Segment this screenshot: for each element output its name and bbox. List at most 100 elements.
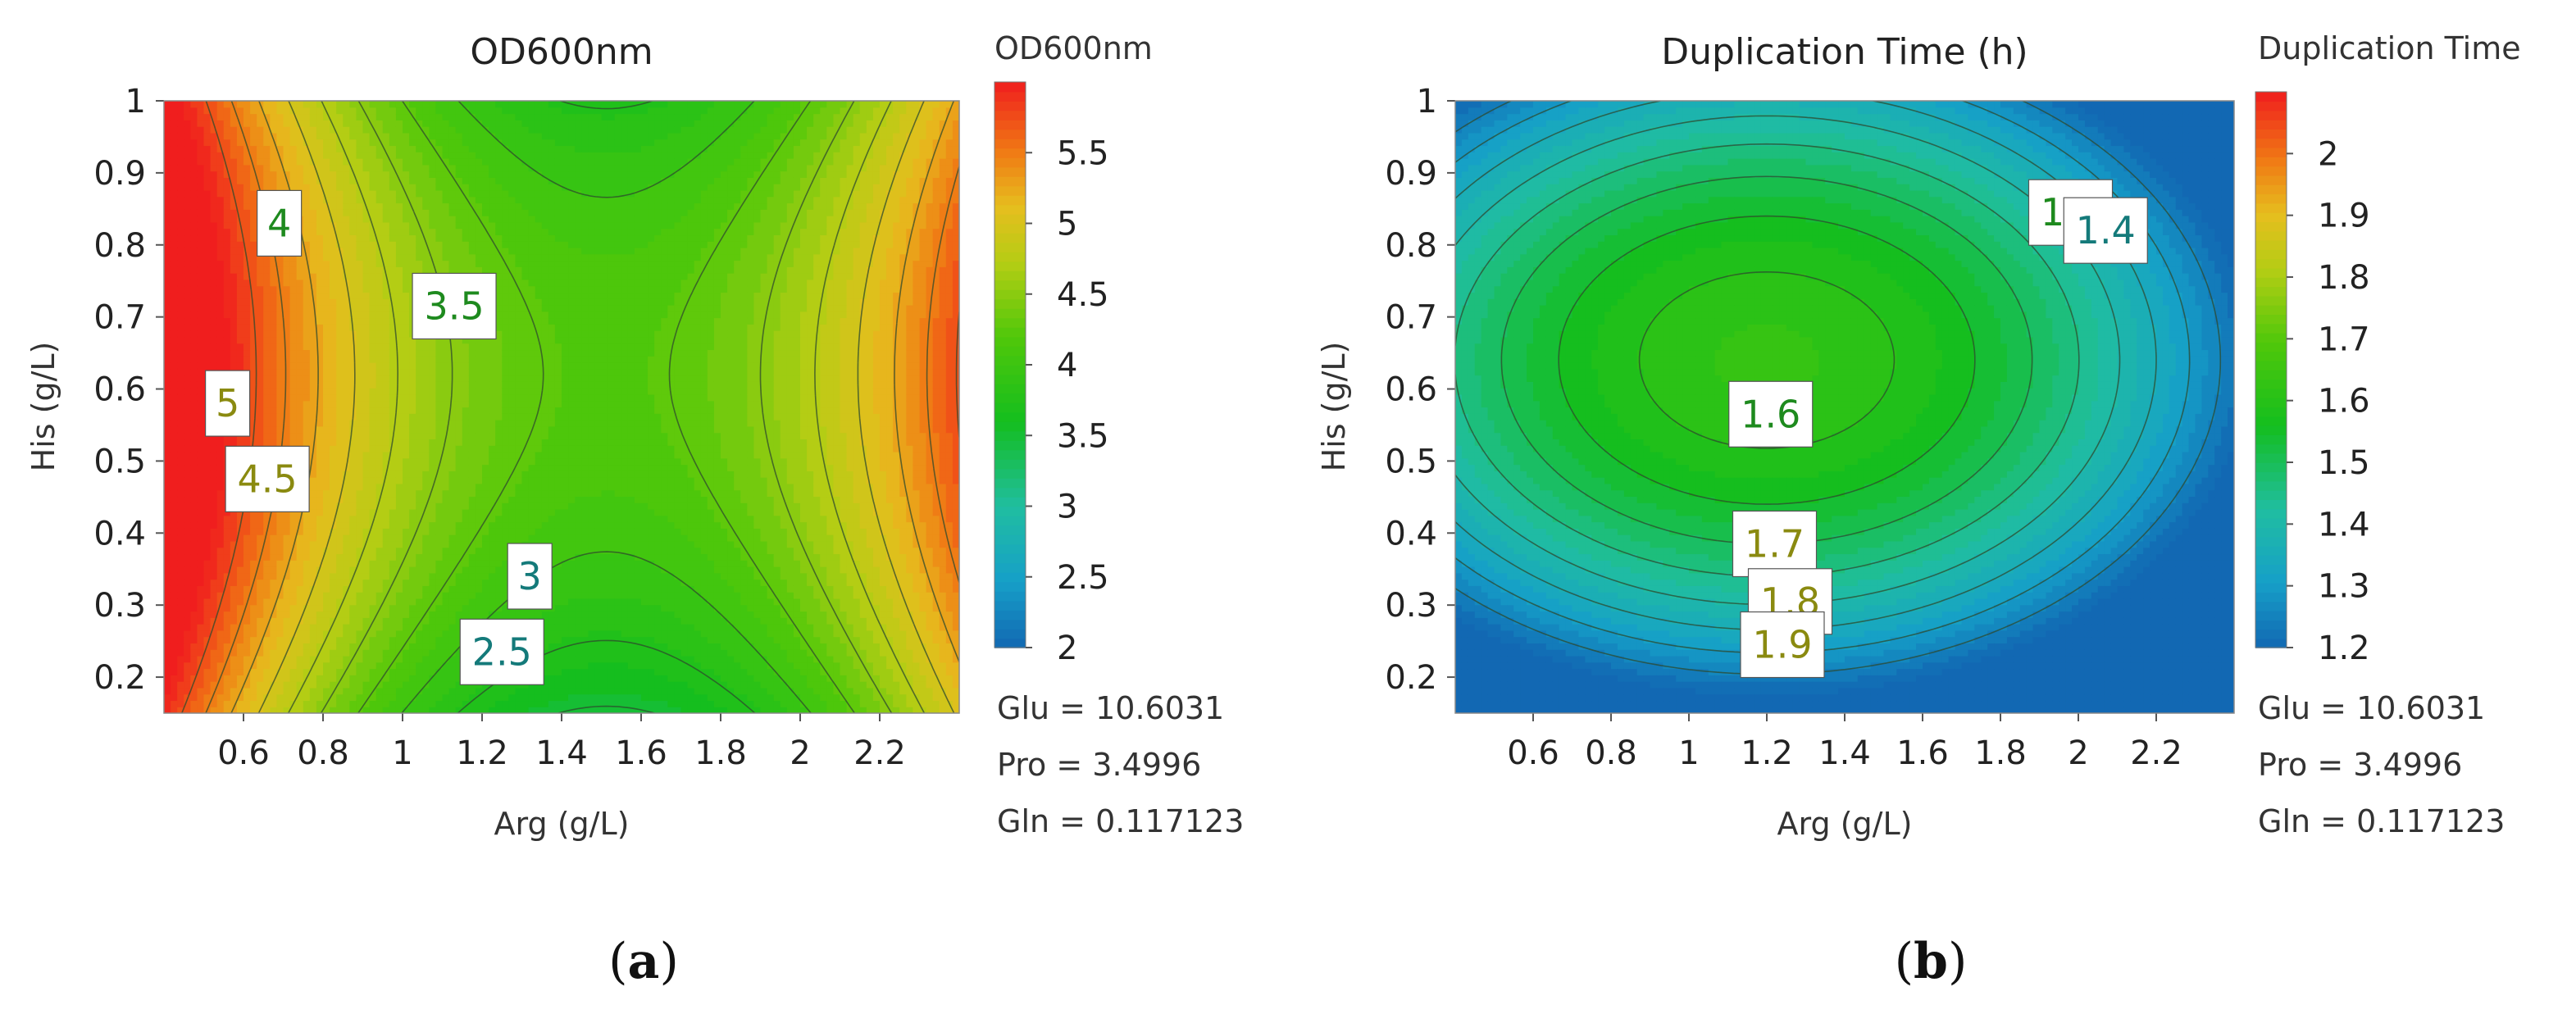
contour-cell [468,489,476,498]
contour-cell [216,298,225,306]
contour-cell [409,184,416,191]
contour-cell [362,336,371,344]
contour-cell [343,598,350,606]
contour-cell [435,451,444,459]
contour-cell [243,343,251,351]
contour-cell [416,457,423,466]
contour-cell [330,356,337,363]
contour-cell [276,611,284,618]
contour-cell [369,572,377,580]
contour-cell [223,349,231,357]
contour-cell [375,432,384,440]
contour-cell [482,107,489,115]
contour-cell [442,356,450,363]
contour-cell [448,113,457,120]
contour-cell [422,145,430,152]
contour-cell [270,330,278,338]
contour-cell [303,598,311,606]
contour-cell [475,132,483,140]
contour-cell [349,661,357,670]
contour-cell [389,273,397,280]
contour-cell [283,540,291,548]
contour-cell [171,566,178,574]
contour-cell [362,381,371,389]
contour-cell [349,400,357,408]
contour-cell [475,336,483,344]
contour-cell [289,343,298,351]
contour-cell [164,566,171,574]
contour-cell [190,349,198,357]
contour-cell [495,464,503,471]
contour-cell [330,132,337,140]
contour-cell [462,393,470,402]
contour-cell [243,521,251,529]
contour-cell [382,457,390,466]
contour-cell [164,649,171,657]
contour-cell [230,273,238,280]
contour-cell [495,439,503,446]
contour-cell [422,655,430,663]
contour-cell [482,368,489,376]
contour-cell [495,521,503,529]
contour-cell [283,393,291,402]
contour-cell [243,655,251,663]
contour-cell [289,432,298,440]
contour-cell [395,317,403,325]
contour-cell [303,585,311,593]
contour-cell [236,661,244,670]
contour-cell [177,521,184,529]
contour-cell [289,292,298,299]
contour-cell [362,184,371,191]
contour-cell [356,407,364,414]
contour-cell [416,681,423,689]
contour-cell [289,598,298,606]
contour-cell [416,407,423,414]
contour-cell [190,368,198,376]
contour-cell [429,432,437,440]
contour-cell [468,687,476,695]
contour-cell [270,158,278,166]
contour-cell [184,489,191,498]
contour-cell [270,592,278,599]
contour-cell [230,668,238,675]
contour-cell [482,560,489,567]
contour-cell [382,502,390,510]
contour-cell [184,630,191,638]
contour-cell [429,489,437,498]
contour-cell [323,145,330,152]
contour-cell [216,579,225,586]
contour-cell [203,273,212,280]
contour-cell [442,693,450,702]
contour-cell [171,228,178,236]
contour-cell [349,388,357,395]
contour-cell [442,132,450,140]
contour-cell [223,636,231,644]
contour-cell [442,184,450,191]
contour-cell [323,132,330,140]
contour-cell [276,413,284,421]
contour-cell [210,343,218,351]
contour-cell [369,132,377,140]
contour-cell [403,604,410,612]
contour-cell [382,113,390,120]
contour-cell [422,611,430,618]
contour-cell [462,502,470,510]
contour-cell [349,496,357,503]
contour-cell [250,400,257,408]
contour-cell [336,560,344,567]
contour-cell [250,585,257,593]
contour-cell [356,177,364,184]
contour-cell [197,298,205,306]
contour-cell [448,393,457,402]
contour-cell [309,393,317,402]
contour-cell [468,553,476,561]
contour-cell [171,107,178,115]
contour-cell [323,655,330,663]
contour-cell [177,655,184,663]
contour-cell [190,152,198,159]
contour-cell [223,592,231,599]
contour-cell [403,177,410,184]
contour-cell [502,707,509,713]
contour-cell [448,260,457,267]
contour-cell [216,483,225,491]
